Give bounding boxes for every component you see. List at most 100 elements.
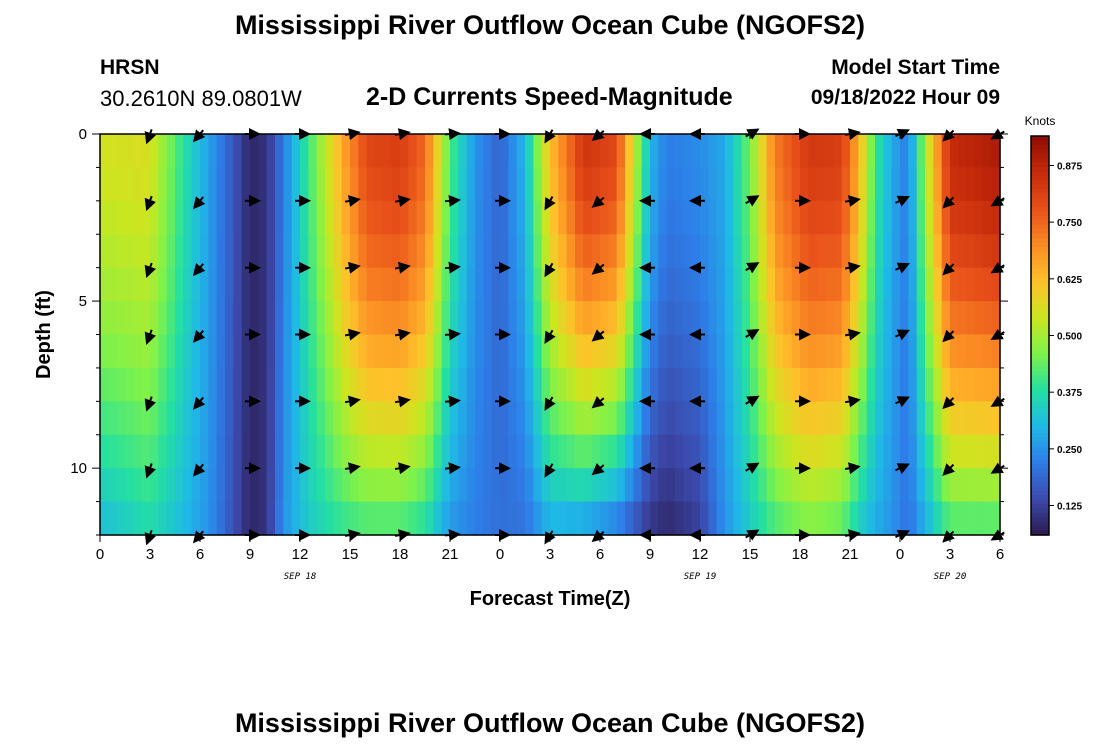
heatmap-cell [525,167,534,202]
heatmap-cell [208,301,218,336]
current-vector-arrow [192,329,206,343]
heatmap-cell [833,334,843,369]
heatmap-cell [175,267,184,302]
heatmap-cell [250,234,259,269]
heatmap-cell [466,334,476,369]
x-axis-title: Forecast Time(Z) [470,588,631,610]
heatmap-cell [775,301,784,336]
heatmap-cell [941,501,951,536]
heatmap-cell [616,434,626,469]
heatmap-cell [100,167,109,202]
heatmap-cell [683,134,693,169]
heatmap-cell [533,468,543,503]
heatmap-cell [266,200,276,235]
heatmap-cell [650,334,659,369]
heatmap-cell [316,234,326,269]
heatmap-cell [983,301,993,336]
heatmap-cell [666,367,676,402]
heatmap-cell [391,267,401,302]
heatmap-cell [891,167,901,202]
heatmap-cell [141,334,151,369]
heatmap-cell [200,200,209,235]
heatmap-cell [841,501,851,536]
heatmap-cell [733,434,743,469]
heatmap-cell [650,200,659,235]
heatmap-cell [825,267,834,302]
heatmap-cell [291,301,301,336]
heatmap-cell [691,334,701,369]
heatmap-cell [400,267,409,302]
heatmap-cell [825,367,834,402]
heatmap-cell [291,367,301,402]
heatmap-cell [966,501,976,536]
heatmap-cell [566,200,576,235]
heatmap-cell [591,234,601,269]
colorbar-segment [1031,393,1049,399]
heatmap-cell [558,167,568,202]
heatmap-cell [316,434,326,469]
heatmap-cell [950,234,959,269]
heatmap-cell [466,501,476,536]
heatmap-cell [308,334,318,369]
heatmap-cell [891,468,901,503]
heatmap-cell [700,334,709,369]
heatmap-cell [133,468,143,503]
heatmap-cell [858,167,868,202]
heatmap-cell [441,501,451,536]
heatmap-cell [225,367,234,402]
heatmap-cell [466,267,476,302]
heatmap-cell [641,267,651,302]
heatmap-cell [725,501,734,536]
heatmap-cell [808,167,818,202]
heatmap-cell [508,134,518,169]
heatmap-cell [225,234,234,269]
heatmap-cell [816,301,826,336]
heatmap-cell [808,468,818,503]
heatmap-cell [858,501,868,536]
heatmap-cell [358,401,368,436]
heatmap-cell [191,434,201,469]
heatmap-cell [966,167,976,202]
colorbar-segment [1031,153,1049,159]
heatmap-cell [933,234,943,269]
heatmap-cell [700,501,709,536]
colorbar-segment [1031,388,1049,394]
y-tick-label: 0 [79,126,87,143]
heatmap-cell [200,267,209,302]
heatmap-cell [958,267,968,302]
heatmap-cell [716,267,726,302]
heatmap-cell [866,434,876,469]
heatmap-cell [566,267,576,302]
heatmap-cell [433,134,443,169]
heatmap-cell [900,434,909,469]
heatmap-cell [591,301,601,336]
heatmap-cell [991,334,1001,369]
heatmap-cell [416,234,426,269]
heatmap-cell [900,301,909,336]
colorbar-segment [1031,375,1049,381]
heatmap-cell [841,468,851,503]
heatmap-cell [316,501,326,536]
heatmap-cell [958,434,968,469]
heatmap-cell [441,301,451,336]
heatmap-cell [500,200,509,235]
colorbar-segment [1031,441,1049,447]
heatmap-cell [833,134,843,169]
heatmap-cell [800,401,809,436]
heatmap-cell [316,267,326,302]
heatmap-cell [675,200,684,235]
heatmap-cell [566,468,576,503]
heatmap-cell [400,200,409,235]
current-vector-arrow [942,463,955,476]
heatmap-cell [166,134,176,169]
heatmap-cell [391,468,401,503]
heatmap-cell [433,401,443,436]
heatmap-cell [425,401,434,436]
heatmap-cell [575,167,584,202]
heatmap-cell [950,401,959,436]
heatmap-cell [250,501,259,536]
heatmap-cell [841,200,851,235]
heatmap-cell [758,401,768,436]
current-vector-arrow [844,395,861,408]
heatmap-cell [650,167,659,202]
